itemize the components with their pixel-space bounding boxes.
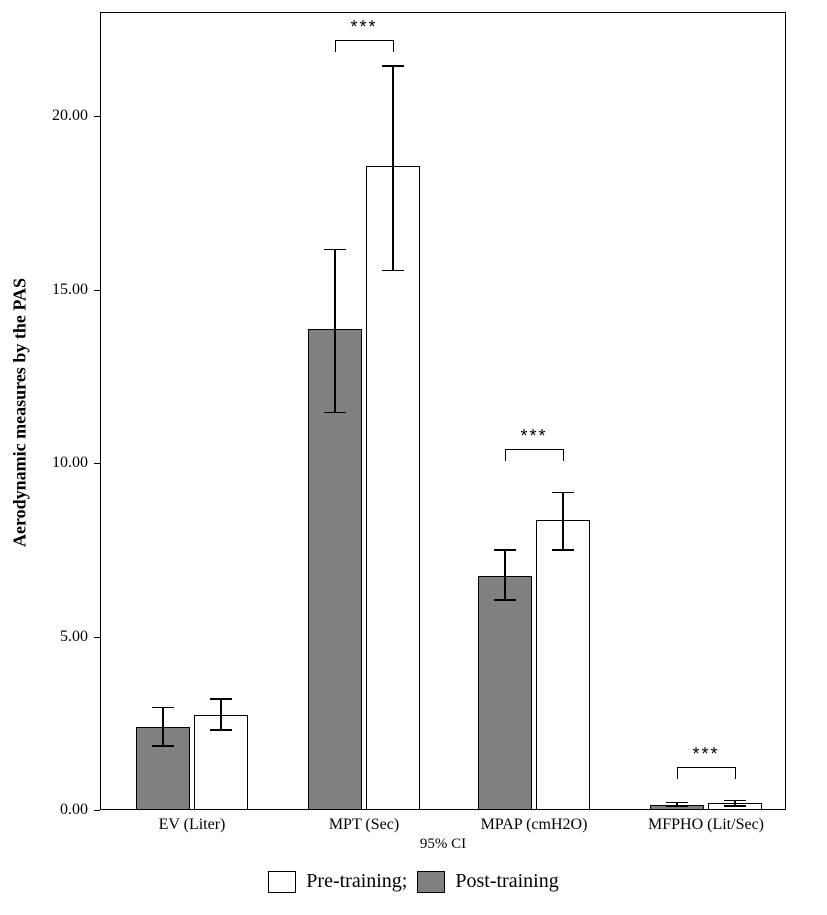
legend-swatch <box>268 871 296 893</box>
y-tick <box>94 290 100 291</box>
error-bar <box>334 250 336 413</box>
y-tick <box>94 463 100 464</box>
x-category-label: MPAP (cmH2O) <box>449 816 619 834</box>
y-tick <box>94 637 100 638</box>
significance-bracket-drop <box>677 767 678 779</box>
error-bar <box>162 708 164 746</box>
significance-bracket <box>677 767 735 768</box>
legend-swatch <box>417 871 445 893</box>
significance-bracket <box>335 40 393 41</box>
error-bar <box>504 550 506 600</box>
error-bar-cap <box>152 745 174 747</box>
significance-stars: *** <box>324 18 404 36</box>
error-bar-cap <box>552 492 574 494</box>
x-category-label: MFPHO (Lit/Sec) <box>621 816 791 834</box>
significance-bracket-drop <box>563 449 564 461</box>
y-tick-label: 20.00 <box>0 107 88 125</box>
error-bar-cap <box>552 549 574 551</box>
legend-label: Pre-training; <box>306 870 407 893</box>
error-bar-cap <box>666 802 688 804</box>
significance-bracket-drop <box>393 40 394 52</box>
error-bar <box>220 699 222 730</box>
y-tick-label: 5.00 <box>0 628 88 646</box>
y-tick-label: 0.00 <box>0 801 88 819</box>
pre-bar <box>478 576 532 810</box>
significance-bracket <box>505 449 563 450</box>
error-bar <box>562 493 564 550</box>
plot-area <box>100 12 786 810</box>
significance-bracket-drop <box>735 767 736 779</box>
legend-label: Post-training <box>455 870 558 893</box>
error-bar-cap <box>210 698 232 700</box>
error-bar-cap <box>666 806 688 808</box>
significance-bracket-drop <box>505 449 506 461</box>
x-axis-label: 95% CI <box>343 836 543 853</box>
significance-stars: *** <box>494 427 574 445</box>
error-bar-cap <box>494 549 516 551</box>
post-bar <box>536 520 590 810</box>
bar-chart: 0.005.0010.0015.0020.00Aerodynamic measu… <box>0 0 827 915</box>
y-tick <box>94 810 100 811</box>
error-bar-cap <box>724 800 746 802</box>
error-bar-cap <box>210 729 232 731</box>
error-bar-cap <box>324 249 346 251</box>
significance-stars: *** <box>666 745 746 763</box>
x-category-label: MPT (Sec) <box>279 816 449 834</box>
error-bar-cap <box>724 805 746 807</box>
error-bar-cap <box>152 707 174 709</box>
error-bar-cap <box>382 270 404 272</box>
y-axis-label: Aerodynamic measures by the PAS <box>10 213 31 613</box>
legend: Pre-training; Post-training <box>0 870 827 893</box>
error-bar-cap <box>494 599 516 601</box>
x-category-label: EV (Liter) <box>107 816 277 834</box>
error-bar-cap <box>324 412 346 414</box>
y-tick <box>94 116 100 117</box>
error-bar <box>392 66 394 271</box>
error-bar-cap <box>382 65 404 67</box>
significance-bracket-drop <box>335 40 336 52</box>
